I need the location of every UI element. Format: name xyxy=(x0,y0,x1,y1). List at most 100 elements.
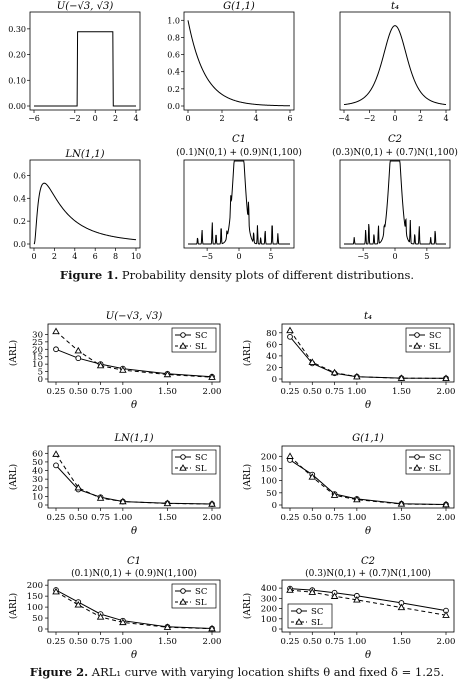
panel-frame xyxy=(339,159,451,249)
x-tick-label: 0.75 xyxy=(325,637,344,647)
y-tick-label: 10 xyxy=(32,492,43,502)
x-tick-label: 1.00 xyxy=(347,387,366,397)
x-tick-label: 0.25 xyxy=(281,637,300,647)
y-axis-label: (ARL) xyxy=(8,340,19,366)
legend-box xyxy=(287,603,333,629)
y-tick-label: 0 xyxy=(272,625,277,635)
y-tick-label: 25 xyxy=(32,338,43,348)
density-panel: C2 (0.3)N(0,1) + (0.7)N(1,100) −5 0 5 xyxy=(332,134,458,261)
point-sl xyxy=(353,595,361,603)
point-sl xyxy=(330,368,339,376)
y-axis-label: (ARL) xyxy=(242,340,253,366)
series-line-sc xyxy=(289,588,447,612)
point-sl xyxy=(96,613,105,620)
chart-title: LN(1,1) xyxy=(113,433,153,444)
x-tick-label: 6 xyxy=(93,252,98,261)
y-tick-label: 0 xyxy=(38,375,43,385)
point-sl xyxy=(74,601,83,608)
y-tick-label: 300 xyxy=(261,594,277,604)
x-tick-label: 0.50 xyxy=(69,637,88,647)
x-tick-label: 2 xyxy=(219,114,224,123)
point-sc xyxy=(75,355,82,362)
y-tick-label: 5 xyxy=(38,368,43,378)
x-tick-label: 1.50 xyxy=(158,387,177,397)
density-curve xyxy=(187,20,291,107)
panel-title: t₄ xyxy=(391,1,399,12)
x-axis-label: θ xyxy=(365,650,371,660)
legend-marker-sc xyxy=(414,332,420,338)
legend-marker-sl xyxy=(179,342,187,349)
density-curve xyxy=(34,31,136,107)
y-tick-label: 1.0 xyxy=(167,16,180,25)
x-tick-label: 1.00 xyxy=(113,637,132,647)
y-tick-label: 0.2 xyxy=(167,85,180,94)
y-tick-label: 0 xyxy=(272,375,277,385)
y-tick-label: 40 xyxy=(32,467,43,477)
x-tick-label: 1.00 xyxy=(113,387,132,397)
chart-title: C1 xyxy=(127,556,141,567)
y-axis-label: (ARL) xyxy=(8,464,19,490)
point-sl xyxy=(397,374,406,381)
legend-label-sl: SL xyxy=(195,342,207,352)
point-sl xyxy=(119,366,127,373)
legend-box xyxy=(171,449,217,475)
chart-frame xyxy=(281,323,455,383)
y-axis-label: (ARL) xyxy=(8,593,19,619)
point-sl xyxy=(96,361,105,369)
density-panel: U(−√3, √3) −6 −2 0 2 4 0.00 0.10 0.20 0.30 xyxy=(8,1,141,123)
legend-marker-sc xyxy=(180,454,186,460)
panel-title: C2 xyxy=(388,134,402,145)
y-tick-label: 50 xyxy=(32,458,43,468)
x-tick-label: 2.00 xyxy=(437,513,456,523)
density-curve xyxy=(344,160,446,245)
x-axis-label: θ xyxy=(131,400,137,411)
x-tick-label: 1.00 xyxy=(113,513,132,523)
x-tick-label: 0.75 xyxy=(91,637,110,647)
x-tick-label: 4 xyxy=(253,114,258,123)
y-tick-label: 0 xyxy=(272,501,277,511)
legend-marker-sc xyxy=(180,588,186,594)
legend-marker-sl xyxy=(179,464,187,471)
x-tick-label: 5 xyxy=(268,252,273,261)
figure-1-caption: Figure 1. Probability density plots of d… xyxy=(0,268,474,282)
point-sc xyxy=(53,462,59,469)
y-tick-label: 0.4 xyxy=(167,68,180,77)
legend-label-sl: SL xyxy=(429,464,441,474)
x-axis-label: θ xyxy=(131,650,137,660)
point-sl xyxy=(208,373,216,380)
x-tick-label: 0.50 xyxy=(69,513,88,523)
point-sl xyxy=(330,592,339,599)
density-panel: C1 (0.1)N(0,1) + (0.9)N(1,100) −5 0 5 xyxy=(176,134,302,261)
y-tick-label: 400 xyxy=(261,584,277,594)
chart-frame xyxy=(47,579,221,633)
point-sl xyxy=(119,497,127,505)
x-tick-label: −2 xyxy=(69,114,81,123)
legend-label-sc: SC xyxy=(429,331,441,341)
y-axis-label: (ARL) xyxy=(242,464,253,490)
x-tick-label: 0 xyxy=(93,114,98,123)
x-tick-label: 5 xyxy=(424,252,429,261)
chart-frame xyxy=(281,445,455,509)
chart-frame xyxy=(47,445,221,509)
arl-chart: U(−√3, √3) 0.25 0.50 0.75 1.00 1.50 2.00 051015… xyxy=(8,311,221,411)
figure-2-caption: Figure 2. ARL₁ curve with varying locati… xyxy=(0,665,474,679)
x-tick-label: 2 xyxy=(418,114,423,123)
x-tick-label: 1.50 xyxy=(392,513,411,523)
panel-frame xyxy=(339,11,451,111)
legend-label-sc: SC xyxy=(311,607,323,617)
arl-chart: G(1,1) 0.25 0.50 0.75 1.00 1.50 2.00 0 50 100 150 2… xyxy=(242,433,455,537)
chart-subtitle: (0.3)N(0,1) + (0.7)N(1,100) xyxy=(305,568,431,579)
x-tick-label: 6 xyxy=(287,114,292,123)
y-tick-label: 20 xyxy=(266,363,277,373)
y-tick-label: 150 xyxy=(27,592,43,602)
point-sl xyxy=(353,372,361,380)
arl-chart: C1(0.1)N(0,1) + (0.9)N(1,100) 0.25 0.50 0.7… xyxy=(8,556,221,660)
x-tick-label: 0.25 xyxy=(281,513,300,523)
point-sc xyxy=(287,333,293,340)
panel-title: LN(1,1) xyxy=(64,149,104,160)
